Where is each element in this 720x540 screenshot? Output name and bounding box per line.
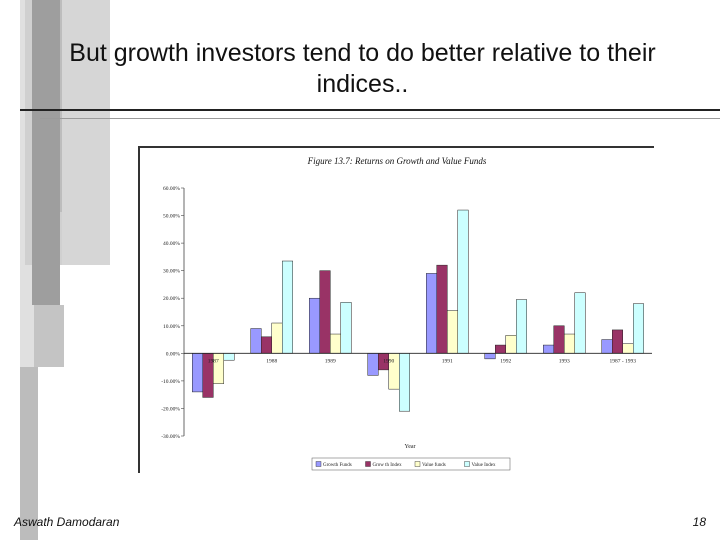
bar-3-1988 xyxy=(271,322,283,354)
footer-author: Aswath Damodaran xyxy=(14,515,120,529)
category-label: 1987 - 1993 xyxy=(609,358,636,364)
bar-4-1992 xyxy=(516,299,527,354)
bar-3-1993 xyxy=(564,333,575,354)
bar-4-1987-1993 xyxy=(633,303,644,354)
bar-1-1993 xyxy=(543,344,554,354)
slide-title: But growth investors tend to do better r… xyxy=(69,39,656,98)
bar-2-1993 xyxy=(553,325,565,354)
legend-swatch xyxy=(315,461,322,467)
bar-4-1989 xyxy=(340,302,352,354)
bar-1-1988 xyxy=(250,328,262,354)
y-tick-label: 40.00% xyxy=(163,241,180,247)
bar-3-1992 xyxy=(505,335,517,354)
x-axis-title: Year xyxy=(404,444,415,450)
legend-swatch xyxy=(414,461,421,467)
bar-2-1988 xyxy=(261,336,272,354)
decor-bar-5 xyxy=(32,0,60,305)
bar-2-1992 xyxy=(495,344,506,354)
bar-3-1991 xyxy=(447,310,458,354)
legend-label: Growth Funds xyxy=(323,463,352,468)
y-tick-label: 30.00% xyxy=(163,269,180,275)
bar-1-1987 xyxy=(192,353,203,393)
chart: Figure 13.7: Returns on Growth and Value… xyxy=(161,156,652,471)
category-label: 1992 xyxy=(500,358,511,364)
chart-container: Figure 13.7: Returns on Growth and Value… xyxy=(138,146,654,473)
bar-4-1990 xyxy=(399,353,410,412)
y-tick-label: -30.00% xyxy=(161,434,180,440)
category-label: 1993 xyxy=(559,358,570,364)
decor-bar-4 xyxy=(62,0,110,265)
y-tick-label: 10.00% xyxy=(163,324,180,330)
category-label: 1991 xyxy=(442,358,453,364)
chart-title: Figure 13.7: Returns on Growth and Value… xyxy=(307,156,487,166)
bar-2-1991 xyxy=(436,264,448,354)
bar-4-1993 xyxy=(574,292,586,354)
y-tick-label: 60.00% xyxy=(163,186,180,192)
legend-swatch xyxy=(464,461,470,467)
bar-2-1987-1993 xyxy=(612,329,623,354)
category-label: 1987 xyxy=(208,358,219,364)
category-label: 1988 xyxy=(266,358,277,364)
legend-box xyxy=(311,457,511,471)
legend-label: Value funds xyxy=(422,463,446,468)
y-tick-label: -20.00% xyxy=(161,406,180,412)
y-tick-label: 20.00% xyxy=(163,296,180,302)
title-underline-thin xyxy=(40,118,720,119)
y-tick-label: 0.00% xyxy=(166,351,181,357)
category-label: 1989 xyxy=(325,358,336,364)
bar-1-1992 xyxy=(484,353,496,360)
bar-1-1987-1993 xyxy=(601,339,613,354)
y-tick-label: 50.00% xyxy=(163,214,180,220)
category-label: 1990 xyxy=(383,358,394,364)
bar-1-1989 xyxy=(309,297,320,354)
bar-3-1987-1993 xyxy=(622,343,634,354)
legend: Growth Funds Grow th Index Value funds Valu… xyxy=(311,457,511,471)
page-number: 18 xyxy=(692,515,706,529)
legend-label: Value Index xyxy=(472,463,497,468)
bar-4-1991 xyxy=(457,209,469,354)
bar-4-1987 xyxy=(223,353,235,361)
decor-bar-7 xyxy=(20,367,38,540)
bar-2-1989 xyxy=(319,270,331,354)
bar-4-1988 xyxy=(282,260,293,354)
decor-bar-6 xyxy=(34,305,64,367)
legend-label: Grow th Index xyxy=(373,463,403,468)
y-tick-label: -10.00% xyxy=(161,379,180,385)
title-underline xyxy=(20,109,720,111)
bar-1-1991 xyxy=(426,273,437,354)
legend-swatch xyxy=(365,461,371,467)
bar-3-1989 xyxy=(330,333,341,354)
bar-1-1990 xyxy=(367,353,379,376)
